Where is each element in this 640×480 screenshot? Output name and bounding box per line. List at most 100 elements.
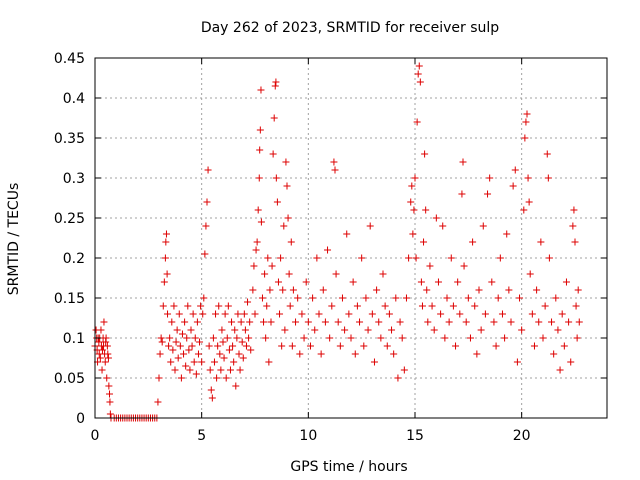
data-point <box>343 230 351 238</box>
data-point <box>251 310 259 318</box>
data-point <box>443 294 451 302</box>
data-point <box>418 302 426 310</box>
data-point <box>216 350 224 358</box>
data-point <box>430 326 438 334</box>
data-point <box>375 318 383 326</box>
data-point <box>155 374 163 382</box>
data-point <box>473 350 481 358</box>
data-point <box>488 278 496 286</box>
data-point <box>258 294 266 302</box>
data-point <box>554 326 562 334</box>
data-point <box>180 350 188 358</box>
data-point <box>294 294 302 302</box>
data-point <box>261 270 269 278</box>
data-point <box>544 174 552 182</box>
data-point <box>300 334 308 342</box>
data-layer <box>91 62 583 422</box>
data-point <box>492 342 500 350</box>
data-point <box>338 294 346 302</box>
data-point <box>317 350 325 358</box>
data-point <box>364 326 372 334</box>
y-tick-label: 0.05 <box>54 371 85 387</box>
data-point <box>271 82 279 90</box>
data-point <box>575 318 583 326</box>
data-point <box>383 342 391 350</box>
data-point <box>569 222 577 230</box>
data-point <box>336 342 344 350</box>
data-point <box>220 354 228 362</box>
tick-layer: 0 0.05 0.1 0.15 0.2 0.25 0.3 0.35 0.4 0.45 0 5 10 15 2… <box>54 51 607 444</box>
data-point <box>166 334 174 342</box>
data-point <box>200 294 208 302</box>
data-point <box>228 318 236 326</box>
y-tick-label: 0.4 <box>63 91 85 107</box>
data-point <box>219 338 227 346</box>
data-point <box>273 198 281 206</box>
data-point <box>230 358 238 366</box>
data-point <box>246 318 254 326</box>
data-point <box>194 350 202 358</box>
data-point <box>210 358 218 366</box>
data-point <box>192 370 200 378</box>
data-point <box>287 238 295 246</box>
data-point <box>377 334 385 342</box>
data-point <box>174 354 182 362</box>
data-point <box>349 278 357 286</box>
y-tick-label: 0.45 <box>54 51 85 67</box>
data-point <box>170 302 178 310</box>
data-point <box>277 254 285 262</box>
data-point <box>456 310 464 318</box>
data-point <box>565 318 573 326</box>
data-point <box>176 342 184 350</box>
data-point <box>274 278 282 286</box>
y-axis-title: SRMTID / TECUs <box>6 183 22 296</box>
data-point <box>264 254 272 262</box>
data-point <box>313 254 321 262</box>
data-point <box>341 326 349 334</box>
data-point <box>253 238 261 246</box>
data-point <box>572 302 580 310</box>
data-point <box>315 310 323 318</box>
data-point <box>545 254 553 262</box>
data-point <box>222 374 230 382</box>
data-point <box>494 294 502 302</box>
data-point <box>412 254 420 262</box>
data-point <box>229 342 237 350</box>
data-point <box>198 358 206 366</box>
data-point <box>165 342 173 350</box>
data-point <box>458 190 466 198</box>
data-point <box>284 214 292 222</box>
data-point <box>241 326 249 334</box>
data-point <box>552 294 560 302</box>
data-point <box>445 318 453 326</box>
data-point <box>498 310 506 318</box>
data-point <box>422 206 430 214</box>
data-point <box>421 150 429 158</box>
data-point <box>280 222 288 230</box>
data-point <box>270 114 278 122</box>
data-point <box>288 342 296 350</box>
y-tick-label: 0.25 <box>54 211 85 227</box>
data-point <box>501 334 509 342</box>
data-point <box>163 270 171 278</box>
data-point <box>158 338 166 346</box>
data-point <box>162 230 170 238</box>
data-point <box>413 118 421 126</box>
data-point <box>183 334 191 342</box>
y-tick-label: 0 <box>76 411 85 427</box>
data-point <box>289 286 297 294</box>
data-point <box>225 346 233 354</box>
data-point <box>345 310 353 318</box>
x-tick-label: 15 <box>406 428 424 444</box>
data-point <box>97 326 105 334</box>
data-point <box>197 302 205 310</box>
data-point <box>424 318 432 326</box>
data-point <box>171 366 179 374</box>
data-point <box>167 358 175 366</box>
data-point <box>528 310 536 318</box>
data-point <box>428 302 436 310</box>
data-point <box>415 62 423 70</box>
data-point <box>484 190 492 198</box>
data-point <box>103 374 111 382</box>
data-point <box>172 338 180 346</box>
